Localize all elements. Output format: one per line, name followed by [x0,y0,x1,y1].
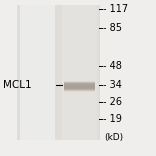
Bar [64,82,95,84]
Bar [64,86,95,89]
Bar [64,81,95,83]
Bar [64,82,95,84]
Bar [64,88,95,90]
Bar [64,85,95,87]
Bar [64,89,95,91]
Bar [64,89,95,91]
Bar [64,85,95,87]
Bar [64,90,95,92]
Bar [64,83,95,85]
Text: - 19: - 19 [103,114,122,124]
Bar [62,5,97,140]
Bar [64,83,95,85]
Text: MCL1: MCL1 [3,80,32,90]
Bar [64,81,95,83]
Bar [64,84,95,86]
Bar [64,89,95,91]
Bar [64,86,95,88]
Bar [64,84,95,86]
Bar [64,90,95,92]
Bar [64,85,95,87]
Text: - 26: - 26 [103,97,122,107]
Bar [64,87,95,89]
Bar [64,83,95,85]
Bar [64,88,95,90]
Bar [20,5,55,140]
Bar [64,82,95,84]
Bar [64,89,95,91]
Bar [64,83,95,85]
Text: - 117: - 117 [103,4,128,14]
Text: - 48: - 48 [103,61,122,71]
Bar [64,83,95,85]
Bar [64,87,95,89]
Bar [64,88,95,90]
Bar [64,85,95,87]
Text: - 85: - 85 [103,23,122,33]
Text: - 34: - 34 [103,80,122,90]
Bar [64,87,95,89]
Bar [64,88,95,90]
Bar [64,81,95,83]
Bar [64,82,95,84]
Bar [64,88,95,90]
Bar [64,86,95,88]
Text: (kD): (kD) [105,133,124,142]
Bar [64,84,95,86]
Bar [64,86,95,88]
Bar [17,5,100,140]
Bar [64,90,95,92]
Bar [64,85,95,88]
Bar [64,84,95,86]
